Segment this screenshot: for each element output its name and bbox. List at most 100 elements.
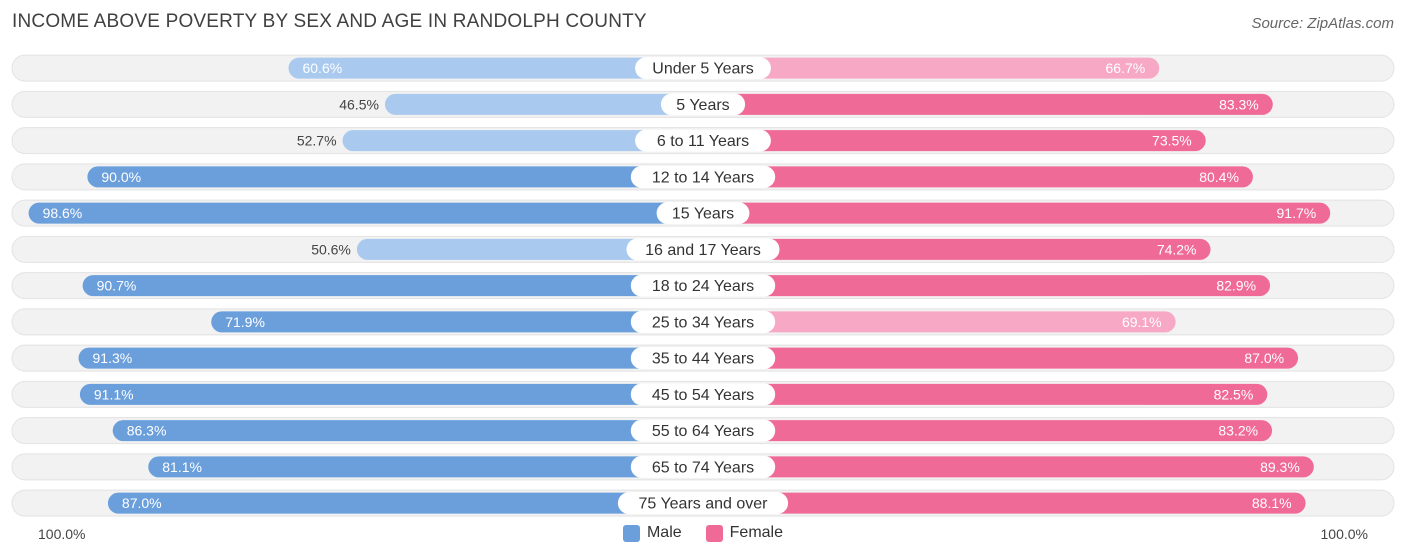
legend-swatch-female: [705, 524, 723, 542]
chart-row: 90.7% 82.9% 18 to 24 Years: [11, 272, 1395, 300]
chart-row: 52.7% 73.5% 6 to 11 Years: [11, 127, 1395, 155]
bar-female: [703, 275, 1271, 297]
category-pill: [635, 57, 771, 80]
category-label: 75 Years and over: [639, 496, 769, 513]
value-label-male: 60.6%: [302, 60, 342, 76]
bar-male: [148, 456, 703, 478]
category-label: 16 and 17 Years: [645, 242, 761, 259]
bar-male: [211, 311, 704, 333]
category-pill: [656, 202, 750, 225]
chart-title: INCOME ABOVE POVERTY BY SEX AND AGE IN R…: [12, 11, 647, 32]
bar-female: [703, 383, 1268, 405]
category-label: 35 to 44 Years: [652, 351, 754, 368]
category-label: 55 to 64 Years: [652, 423, 754, 440]
category-pill: [630, 347, 776, 370]
chart-row: 90.0% 80.4% 12 to 14 Years: [11, 163, 1395, 191]
chart-row: 86.3% 83.2% 55 to 64 Years: [11, 417, 1395, 445]
value-label-female: 82.9%: [1216, 278, 1256, 294]
category-label: 25 to 34 Years: [652, 314, 754, 331]
chart-row: 87.0% 88.1% 75 Years and over: [11, 489, 1395, 517]
chart-row: 71.9% 69.1% 25 to 34 Years: [11, 308, 1395, 336]
legend-label-female: Female: [729, 524, 784, 541]
bar-female: [703, 238, 1211, 260]
value-label-female: 89.3%: [1260, 459, 1300, 475]
bar-male: [82, 275, 703, 297]
value-label-male: 81.1%: [162, 459, 202, 475]
value-label-female: 73.5%: [1152, 133, 1192, 149]
legend-item-male: Male: [622, 524, 682, 542]
category-label: 65 to 74 Years: [652, 459, 754, 476]
category-pill: [630, 310, 776, 333]
bar-male: [112, 420, 703, 442]
category-pill: [630, 455, 776, 478]
legend-label-male: Male: [646, 524, 682, 541]
value-label-female: 83.3%: [1219, 96, 1259, 112]
bar-female: [703, 492, 1306, 514]
value-label-male: 91.3%: [93, 350, 133, 366]
category-pill: [635, 129, 771, 152]
category-label: 45 to 54 Years: [652, 387, 754, 404]
value-label-female: 91.7%: [1277, 205, 1317, 221]
value-label-female: 88.1%: [1252, 495, 1292, 511]
category-label: 18 to 24 Years: [652, 278, 754, 295]
value-label-male: 90.7%: [97, 278, 137, 294]
value-label-female: 69.1%: [1122, 314, 1162, 330]
bar-male: [87, 166, 703, 188]
value-label-female: 87.0%: [1244, 350, 1284, 366]
category-label: 12 to 14 Years: [652, 169, 754, 186]
category-pill: [660, 93, 746, 116]
bar-female: [703, 347, 1299, 369]
bar-female: [703, 202, 1331, 224]
value-label-male: 52.7%: [297, 133, 337, 149]
value-label-male: 91.1%: [94, 386, 134, 402]
category-label: 6 to 11 Years: [657, 133, 749, 150]
value-label-male: 87.0%: [122, 495, 162, 511]
category-label: 15 Years: [672, 206, 734, 223]
category-pill: [626, 238, 780, 261]
bar-female: [703, 57, 1160, 79]
bar-male: [78, 347, 704, 369]
category-label: 5 Years: [676, 97, 729, 114]
chart-row: 60.6% 66.7% Under 5 Years: [11, 54, 1395, 82]
value-label-male: 50.6%: [311, 241, 351, 257]
value-label-female: 83.2%: [1218, 423, 1258, 439]
legend-swatch-male: [622, 524, 640, 542]
bar-female: [703, 311, 1176, 333]
bar-female: [703, 456, 1314, 478]
source-label: Source: ZipAtlas.com: [1251, 15, 1394, 32]
chart-row: 98.6% 91.7% 15 Years: [11, 199, 1395, 227]
category-pill: [630, 383, 776, 406]
bar-female: [703, 130, 1206, 152]
value-label-male: 46.5%: [339, 96, 379, 112]
value-label-female: 74.2%: [1157, 241, 1197, 257]
value-label-male: 71.9%: [225, 314, 265, 330]
value-label-female: 82.5%: [1214, 386, 1254, 402]
bar-female: [703, 93, 1273, 115]
bar-female: [703, 166, 1253, 188]
category-pill: [630, 165, 776, 188]
value-label-male: 86.3%: [127, 423, 167, 439]
category-pill: [617, 492, 789, 515]
category-pill: [630, 419, 776, 442]
chart-row: 91.3% 87.0% 35 to 44 Years: [11, 344, 1395, 372]
legend-item-female: Female: [705, 524, 784, 542]
bar-male: [356, 238, 703, 260]
chart-row: 46.5% 83.3% 5 Years: [11, 90, 1395, 118]
diverging-bar-chart: 60.6% 66.7% Under 5 Years 46.5% 83.3% 5 Years…: [11, 54, 1395, 517]
value-label-female: 80.4%: [1199, 169, 1239, 185]
value-label-male: 90.0%: [101, 169, 141, 185]
bar-female: [703, 420, 1273, 442]
bar-male: [384, 93, 703, 115]
value-label-female: 66.7%: [1106, 60, 1146, 76]
category-label: Under 5 Years: [652, 61, 753, 78]
chart-row: 50.6% 74.2% 16 and 17 Years: [11, 235, 1395, 263]
chart-row: 81.1% 89.3% 65 to 74 Years: [11, 453, 1395, 481]
axis-left-label: 100.0%: [38, 526, 86, 542]
legend: Male Female: [0, 524, 1406, 542]
bar-male: [79, 383, 704, 405]
bar-male: [342, 130, 703, 152]
chart-row: 91.1% 82.5% 45 to 54 Years: [11, 380, 1395, 408]
value-label-male: 98.6%: [43, 205, 83, 221]
bar-male: [107, 492, 704, 514]
bar-male: [288, 57, 703, 79]
